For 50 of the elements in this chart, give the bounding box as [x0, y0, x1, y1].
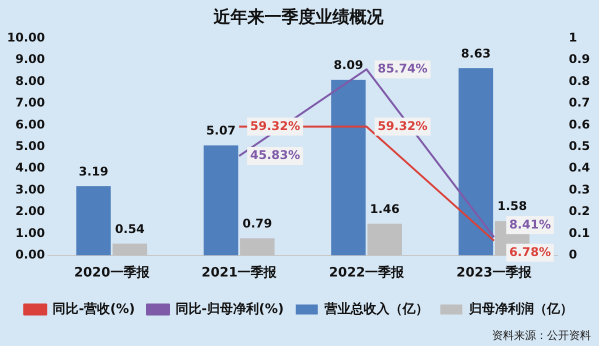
y2-tick-label: 0.9 — [568, 52, 590, 66]
y-tick-label: 1.00 — [15, 226, 45, 240]
y2-tick-label: 0.2 — [568, 204, 590, 218]
bar — [204, 145, 238, 256]
y2-tick-label: 0.7 — [568, 96, 590, 110]
data-label: 1.58 — [497, 199, 527, 214]
data-label: 5.07 — [206, 124, 236, 138]
data-label: 45.83% — [250, 148, 300, 162]
y-tick-label: 8.00 — [15, 74, 45, 88]
legend-label: 同比-归母净利(%) — [176, 300, 284, 317]
legend-label: 营业总收入（亿） — [323, 300, 428, 317]
bar — [331, 80, 366, 256]
y2-tick-label: 0.3 — [568, 182, 590, 196]
y-tick-label: 5.00 — [15, 139, 45, 154]
text: 资料来源：公开资料 — [492, 328, 591, 343]
legend-label: 归母净利润（亿） — [468, 300, 573, 317]
data-label: 0.54 — [115, 222, 145, 236]
data-label: 85.74% — [378, 61, 428, 76]
bar — [458, 68, 494, 256]
y-tick-label: 9.00 — [15, 52, 45, 66]
y-tick-label: 2.00 — [15, 204, 45, 218]
y-tick-label: 7.00 — [15, 96, 45, 110]
y2-tick-label: 0.1 — [568, 226, 590, 240]
y-tick-label: 10.00 — [6, 30, 45, 45]
y2-tick-label: 0.5 — [568, 139, 590, 154]
legend-label: 同比-营收(%) — [52, 300, 136, 317]
y2-tick-label: 0 — [568, 248, 578, 262]
data-label: 8.41% — [509, 217, 551, 232]
data-label: 0.79 — [242, 216, 272, 230]
y-tick-label: 4.00 — [15, 160, 45, 175]
y-tick-label: 3.00 — [15, 182, 45, 196]
data-label: 59.32% — [250, 118, 300, 133]
y2-tick-label: 0.4 — [568, 160, 590, 175]
x-tick-label: 2023一季报 — [456, 264, 533, 281]
data-label: 3.19 — [78, 164, 108, 178]
bar — [76, 186, 111, 256]
y2-tick-label: 1 — [568, 30, 578, 45]
data-label: 8.63 — [461, 46, 491, 60]
data-label: 8.09 — [334, 58, 364, 72]
x-tick-label: 2021一季报 — [202, 264, 278, 281]
x-tick-label: 2020一季报 — [74, 264, 150, 281]
y2-tick-label: 0.6 — [568, 117, 590, 132]
chart-title: 近年来一季度业绩概况 — [212, 8, 384, 28]
data-label: 59.32% — [378, 118, 428, 133]
y-tick-label: 0.00 — [15, 248, 45, 262]
data-label: 6.78% — [509, 244, 551, 259]
data-label: 1.46 — [370, 202, 400, 216]
y-tick-label: 6.00 — [15, 117, 45, 132]
x-tick-label: 2022一季报 — [328, 264, 406, 281]
y2-tick-label: 0.8 — [568, 74, 590, 88]
